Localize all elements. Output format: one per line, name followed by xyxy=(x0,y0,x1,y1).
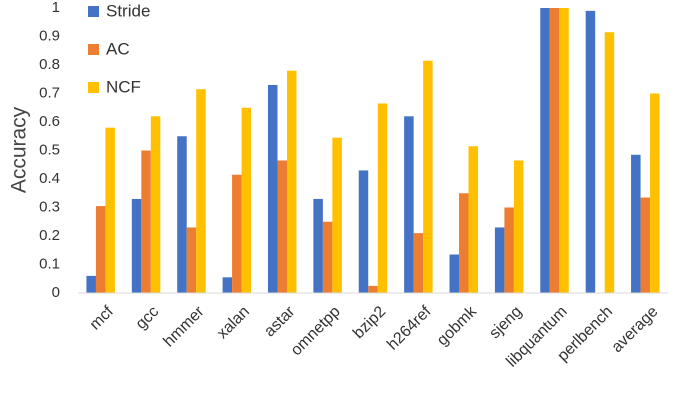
legend-label-stride: Stride xyxy=(106,1,150,20)
bar-ac-gcc xyxy=(141,150,151,293)
bar-ac-libquantum xyxy=(549,8,560,293)
legend-label-ncf: NCF xyxy=(106,77,141,96)
bar-ncf-sjeng xyxy=(513,160,524,293)
bar-ac-average xyxy=(640,197,651,293)
bar-stride-astar xyxy=(267,84,278,293)
x-tick-label: bzip2 xyxy=(350,303,389,342)
bar-ac-mcf xyxy=(95,206,106,293)
legend-swatch-stride xyxy=(88,6,99,17)
bar-stride-gobmk xyxy=(449,254,460,293)
y-tick-label: 0.1 xyxy=(39,255,60,272)
bar-stride-sjeng xyxy=(494,227,505,293)
bar-ncf-hmmer xyxy=(196,89,206,293)
x-tick-label: mcf xyxy=(87,303,118,334)
bar-stride-perlbench xyxy=(585,10,596,293)
y-tick-label: 0.9 xyxy=(39,27,60,44)
bar-ncf-astar xyxy=(286,70,297,293)
bar-stride-omnetpp xyxy=(313,198,323,293)
bar-ac-gobmk xyxy=(459,193,469,293)
bar-ac-xalan xyxy=(232,174,242,293)
legend-label-ac: AC xyxy=(106,39,130,58)
bar-ncf-xalan xyxy=(241,107,252,293)
bar-ac-astar xyxy=(277,160,287,293)
bar-ncf-gcc xyxy=(150,116,161,293)
y-tick-label: 0.3 xyxy=(39,198,60,215)
bar-stride-bzip2 xyxy=(358,170,369,293)
bar-ac-bzip2 xyxy=(368,285,378,293)
bar-ac-h264ref xyxy=(413,233,424,293)
bar-ncf-h264ref xyxy=(423,60,433,293)
y-tick-labels: 0 0.1 0.2 0.3 0.4 0.5 0.6 0.7 0.8 0.9 1 xyxy=(39,0,60,301)
bar-ncf-gobmk xyxy=(468,146,479,293)
y-tick-label: 1 xyxy=(52,0,60,16)
bar-ac-hmmer xyxy=(186,227,197,293)
bar-ac-omnetpp xyxy=(322,221,333,293)
x-tick-label: h264ref xyxy=(384,303,435,354)
legend: Stride AC NCF xyxy=(88,1,150,96)
bar-stride-h264ref xyxy=(404,116,414,293)
bar-stride-hmmer xyxy=(177,136,187,293)
y-tick-label: 0.6 xyxy=(39,113,60,130)
bar-ncf-average xyxy=(650,93,660,293)
bar-stride-gcc xyxy=(131,198,142,293)
bar-ncf-omnetpp xyxy=(332,137,342,293)
bar-stride-xalan xyxy=(222,277,233,293)
bar-ncf-mcf xyxy=(105,127,115,293)
bar-ac-sjeng xyxy=(504,207,514,293)
bar-ncf-libquantum xyxy=(559,8,569,293)
legend-swatch-ncf xyxy=(88,82,99,93)
bar-stride-average xyxy=(631,154,641,293)
legend-swatch-ac xyxy=(88,44,99,55)
y-tick-label: 0.8 xyxy=(39,56,60,73)
y-tick-label: 0.4 xyxy=(39,170,60,187)
x-tick-label: sjeng xyxy=(486,303,525,342)
bar-ncf-bzip2 xyxy=(377,103,388,293)
x-tick-label: astar xyxy=(261,303,299,341)
x-tick-label: omnetpp xyxy=(288,303,344,359)
x-tick-label: xalan xyxy=(214,303,253,342)
y-tick-label: 0.5 xyxy=(39,141,60,158)
x-tick-label: hmmer xyxy=(160,303,208,351)
x-tick-label: average xyxy=(609,303,662,356)
y-axis-label: Accuracy xyxy=(8,106,31,193)
y-tick-label: 0.2 xyxy=(39,227,60,244)
x-tick-label: gcc xyxy=(133,303,163,333)
y-tick-label: 0 xyxy=(52,284,60,301)
bar-ncf-perlbench xyxy=(604,32,615,293)
bar-stride-libquantum xyxy=(540,8,550,293)
y-tick-label: 0.7 xyxy=(39,84,60,101)
bars xyxy=(86,8,660,293)
x-tick-label: gobmk xyxy=(434,302,481,349)
bar-stride-mcf xyxy=(86,275,96,293)
